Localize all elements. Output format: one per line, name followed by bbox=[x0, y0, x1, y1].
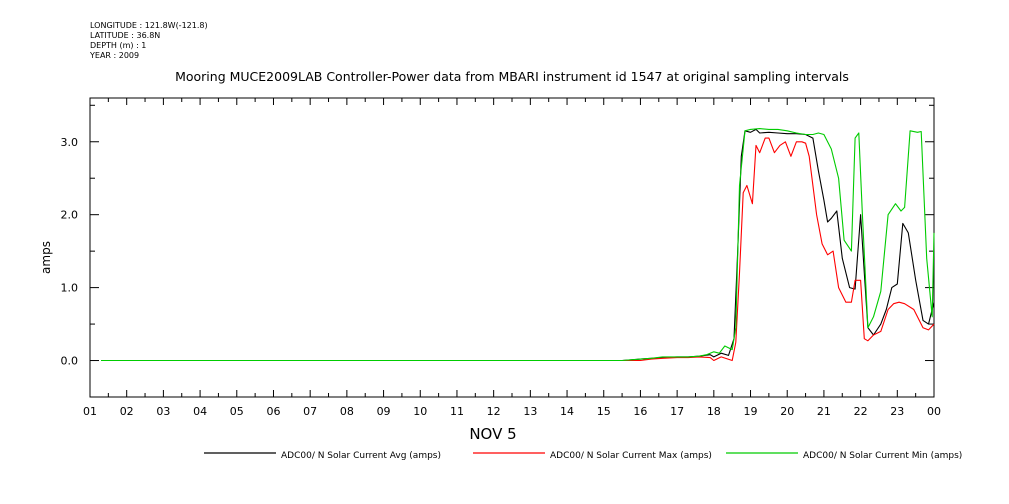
x-tick-label: 11 bbox=[450, 405, 464, 418]
x-tick-label: 01 bbox=[83, 405, 97, 418]
plot-frame bbox=[89, 97, 935, 398]
legend-label-2: ADC00/ N Solar Current Min (amps) bbox=[803, 451, 962, 461]
x-tick-label: 20 bbox=[780, 405, 794, 418]
metadata-block: LONGITUDE : 121.8W(-121.8) LATITUDE : 36… bbox=[90, 21, 208, 61]
x-tick-label: 12 bbox=[487, 405, 501, 418]
x-tick-label: 06 bbox=[266, 405, 280, 418]
x-tick-label: 05 bbox=[230, 405, 244, 418]
y-tick-label: 1.0 bbox=[61, 282, 79, 295]
x-tick-label: 03 bbox=[156, 405, 170, 418]
y-tick-label: 2.0 bbox=[61, 209, 79, 222]
chart-title: Mooring MUCE2009LAB Controller-Power dat… bbox=[175, 69, 849, 84]
x-tick-label: 22 bbox=[854, 405, 868, 418]
x-tick-label: 18 bbox=[707, 405, 721, 418]
latitude-label: LATITUDE : 36.8N bbox=[90, 31, 161, 40]
x-tick-label: 17 bbox=[670, 405, 684, 418]
x-tick-label: 21 bbox=[817, 405, 831, 418]
x-tick-label: 02 bbox=[120, 405, 134, 418]
series-line-2 bbox=[101, 128, 935, 362]
x-tick-label: 04 bbox=[193, 405, 207, 418]
x-tick-label: 14 bbox=[560, 405, 574, 418]
x-tick-label: 19 bbox=[744, 405, 758, 418]
x-tick-label: 08 bbox=[340, 405, 354, 418]
y-axis-label: amps bbox=[39, 241, 53, 274]
x-tick-label: 13 bbox=[523, 405, 537, 418]
x-tick-label: 15 bbox=[597, 405, 611, 418]
x-tick-label: 23 bbox=[890, 405, 904, 418]
y-tick-label: 3.0 bbox=[61, 136, 79, 149]
x-axis-label: NOV 5 bbox=[469, 425, 516, 443]
x-tick-label: 00 bbox=[927, 405, 941, 418]
longitude-label: LONGITUDE : 121.8W(-121.8) bbox=[90, 21, 208, 30]
series-line-0 bbox=[622, 128, 935, 362]
y-tick-label: 0.0 bbox=[61, 355, 79, 368]
x-tick-label: 16 bbox=[633, 405, 647, 418]
legend-label-0: ADC00/ N Solar Current Avg (amps) bbox=[281, 451, 441, 461]
x-tick-label: 10 bbox=[413, 405, 427, 418]
legend-label-1: ADC00/ N Solar Current Max (amps) bbox=[550, 451, 712, 461]
x-tick-label: 07 bbox=[303, 405, 317, 418]
depth-label: DEPTH (m) : 1 bbox=[90, 41, 147, 50]
year-label: YEAR : 2009 bbox=[90, 51, 140, 60]
series-line-1 bbox=[622, 137, 935, 362]
x-tick-label: 09 bbox=[377, 405, 391, 418]
